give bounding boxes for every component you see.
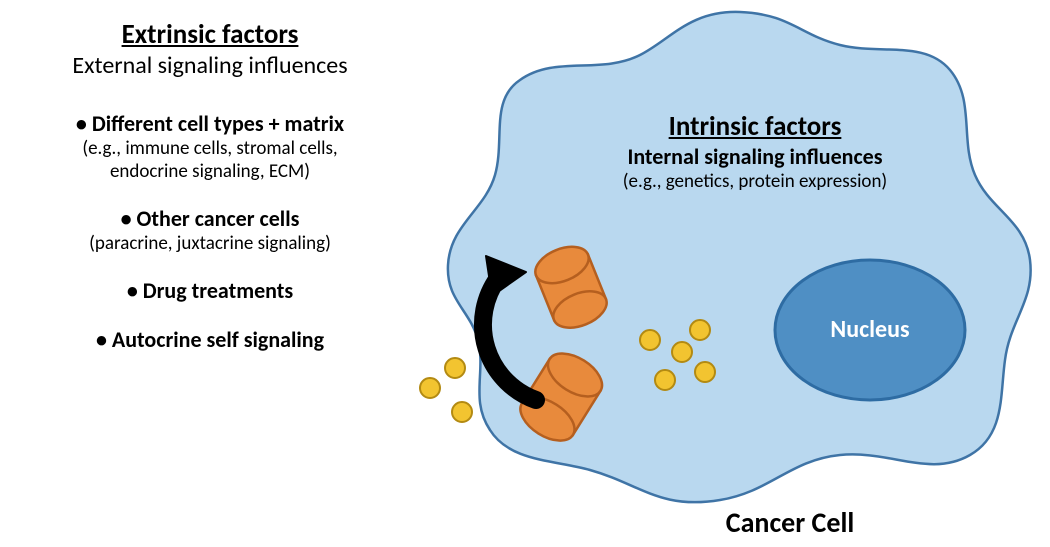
molecule-inside (640, 330, 660, 350)
bullet-item: • Autocrine self signaling (10, 326, 410, 353)
cancer-cell-label: Cancer Cell (640, 505, 940, 540)
intrinsic-block: Intrinsic factors Internal signaling inf… (555, 110, 955, 193)
molecule-inside (672, 342, 692, 362)
extrinsic-heading: Extrinsic factors (30, 18, 390, 51)
bullet-main: • Different cell types + matrix (10, 110, 410, 137)
bullet-main: • Drug treatments (10, 277, 410, 304)
bullet-main: • Autocrine self signaling (10, 326, 410, 353)
molecule-outside (420, 378, 440, 398)
molecule-inside (690, 320, 710, 340)
intrinsic-subheading: Internal signaling influences (555, 143, 955, 170)
bullet-item: • Other cancer cells(paracrine, juxtacri… (10, 205, 410, 255)
intrinsic-heading: Intrinsic factors (555, 110, 955, 143)
intrinsic-detail: (e.g., genetics, protein expression) (555, 170, 955, 193)
bullet-sub: endocrine signaling, ECM) (10, 160, 410, 183)
bullet-item: • Drug treatments (10, 277, 410, 304)
nucleus-label: Nucleus (790, 315, 950, 344)
extrinsic-heading-block: Extrinsic factors External signaling inf… (30, 18, 390, 80)
molecule-inside (695, 362, 715, 382)
bullet-item: • Different cell types + matrix(e.g., im… (10, 110, 410, 183)
bullet-sub: (e.g., immune cells, stromal cells, (10, 137, 410, 160)
bullet-main: • Other cancer cells (10, 205, 410, 232)
molecule-outside (452, 402, 472, 422)
bullet-sub: (paracrine, juxtacrine signaling) (10, 232, 410, 255)
molecule-outside (445, 358, 465, 378)
diagram-stage: Extrinsic factors External signaling inf… (0, 0, 1050, 547)
molecule-inside (655, 370, 675, 390)
extrinsic-subheading: External signaling influences (30, 51, 390, 80)
extrinsic-bullets: • Different cell types + matrix(e.g., im… (10, 110, 410, 375)
